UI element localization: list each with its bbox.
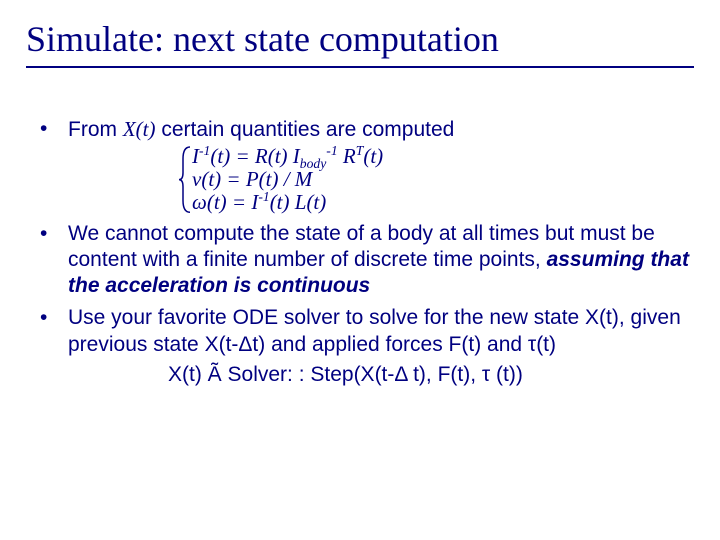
bullet-2: We cannot compute the state of a body at… [40, 221, 694, 300]
equation-lines: I-1(t) = R(t) Ibody-1 RT(t) v(t) = P(t) … [192, 145, 383, 214]
bullet-list: From X(t) certain quantities are compute… [26, 116, 694, 388]
bullet-3-text: Use your favorite ODE solver to solve fo… [68, 306, 681, 355]
solver-line: X(t) Ã Solver: : Step(X(t-Δ t), F(t), τ … [168, 362, 694, 388]
bullet-3: Use your favorite ODE solver to solve fo… [40, 305, 694, 388]
equation-2: v(t) = P(t) / M [192, 168, 383, 191]
bullet-1-xt: X(t) [123, 117, 156, 141]
bullet-1-prefix: From [68, 118, 123, 141]
bullet-1: From X(t) certain quantities are compute… [40, 116, 694, 215]
equation-1: I-1(t) = R(t) Ibody-1 RT(t) [192, 145, 383, 168]
equation-block: I-1(t) = R(t) Ibody-1 RT(t) v(t) = P(t) … [178, 145, 694, 214]
left-brace [178, 145, 192, 214]
equation-3: ω(t) = I-1(t) L(t) [192, 191, 383, 214]
slide-title: Simulate: next state computation [26, 18, 694, 68]
bullet-1-suffix: certain quantities are computed [155, 118, 454, 141]
